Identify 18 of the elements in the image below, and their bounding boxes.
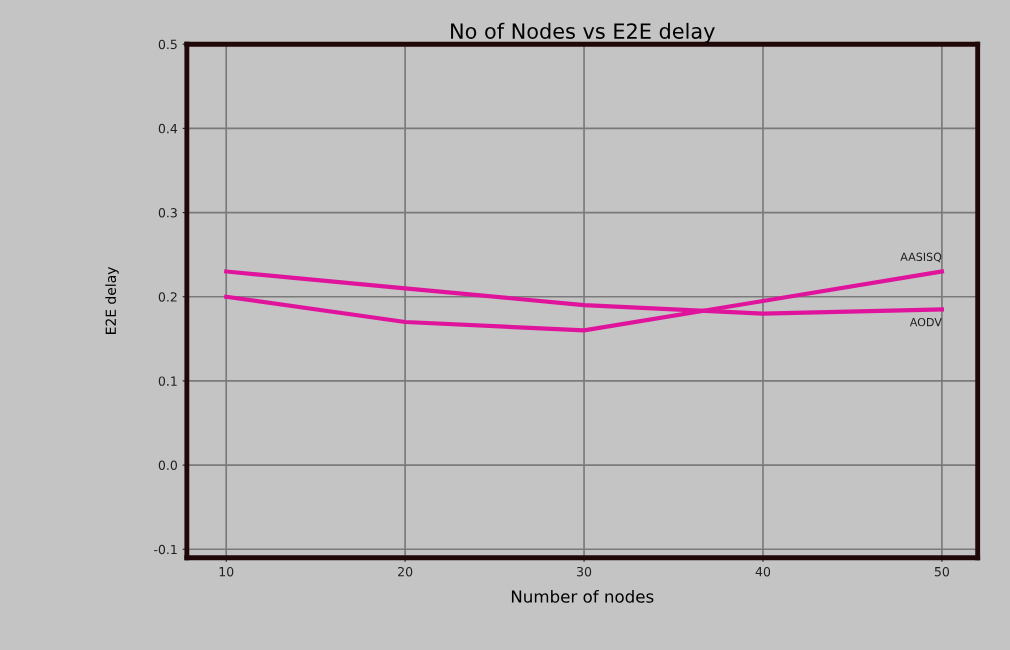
series-label: AODV xyxy=(909,317,942,327)
y-tick-label: 0.1 xyxy=(158,376,177,386)
line-series xyxy=(224,269,944,333)
y-axis-title: E2E delay xyxy=(105,266,119,334)
y-tick-label: 0.3 xyxy=(158,208,177,218)
x-tick-label: 20 xyxy=(398,566,413,577)
x-tick-label: 30 xyxy=(577,566,592,577)
y-tick-label: 0.4 xyxy=(158,123,178,134)
y-tick-label: -0.1 xyxy=(154,544,177,555)
x-tick-label: 10 xyxy=(219,566,234,577)
x-tick-label: 50 xyxy=(934,566,950,577)
chart-title: No of Nodes vs E2E delay xyxy=(451,22,715,43)
y-tick-label: 0.0 xyxy=(158,460,177,471)
y-tick-label: 0.2 xyxy=(158,292,177,302)
y-tick-label: 0.5 xyxy=(158,39,177,50)
x-tick-label: 40 xyxy=(755,566,771,577)
series-label: AASISQ xyxy=(900,252,942,263)
x-axis-title: Number of nodes xyxy=(511,589,654,603)
